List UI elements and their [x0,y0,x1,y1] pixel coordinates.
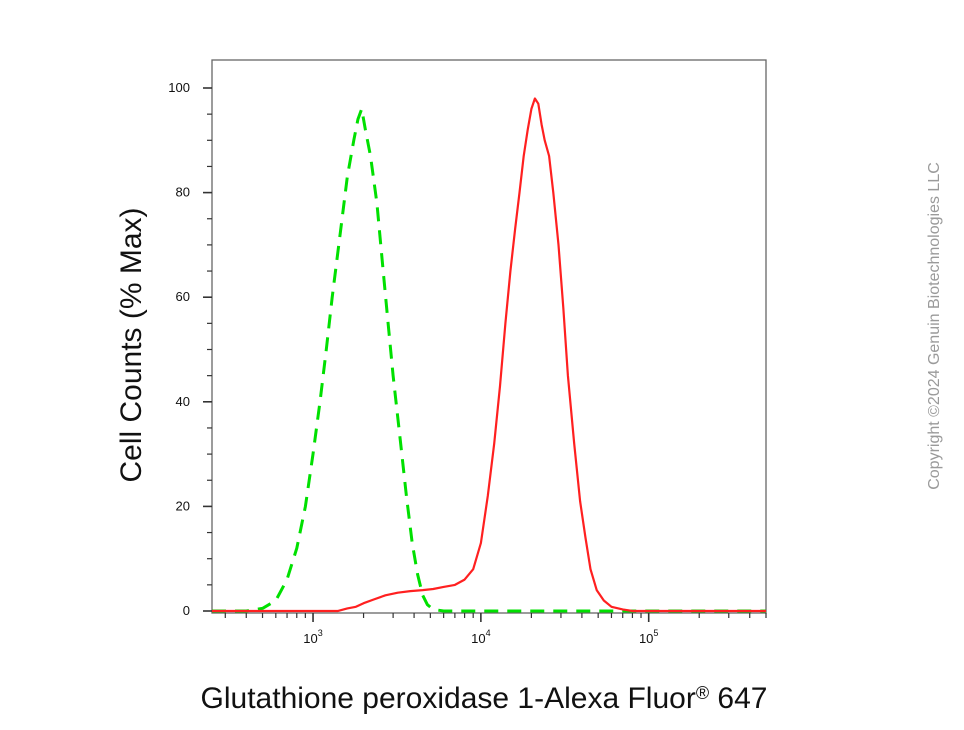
y-tick-label: 40 [176,394,190,409]
copyright-watermark: Copyright ©2024 Genuin Biotechnologies L… [926,162,943,490]
x-tick-base: 10 [471,631,485,646]
y-tick-label: 60 [176,289,190,304]
x-axis-title-suffix: 647 [709,682,767,715]
x-axis-title: Glutathione peroxidase 1-Alexa Fluor® 64… [201,682,768,715]
y-tick-label: 0 [183,603,190,618]
y-axis-title: Cell Counts (% Max) [115,207,148,482]
y-tick-label: 100 [168,80,190,95]
y-axis-ticks: 0 20 40 60 80 100 [168,80,212,618]
sample-histogram-line [212,97,766,613]
x-tick-base: 10 [639,631,653,646]
series-layer [212,97,766,613]
x-tick-exponent: 5 [653,628,658,638]
y-tick-label: 80 [176,185,190,200]
control-histogram-line [212,107,766,613]
plot-frame [211,59,767,614]
x-axis-ticks: 103 104 105 [224,613,767,646]
x-tick-exponent: 4 [486,628,491,638]
x-axis-title-registered-mark: ® [696,683,709,703]
x-tick-base: 10 [303,631,317,646]
x-tick-label: 105 [639,628,658,646]
x-tick-label: 103 [303,628,322,646]
y-tick-label: 20 [176,498,190,513]
x-tick-exponent: 3 [318,628,323,638]
x-tick-label: 104 [471,628,490,646]
x-axis-title-main: Glutathione peroxidase 1-Alexa Fluor [201,682,696,715]
